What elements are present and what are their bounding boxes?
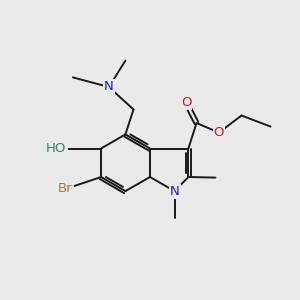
- Text: HO: HO: [46, 142, 67, 155]
- Text: O: O: [181, 96, 191, 109]
- Text: N: N: [170, 184, 179, 198]
- Text: Br: Br: [58, 182, 73, 196]
- Text: O: O: [214, 126, 224, 139]
- Text: N: N: [104, 80, 114, 94]
